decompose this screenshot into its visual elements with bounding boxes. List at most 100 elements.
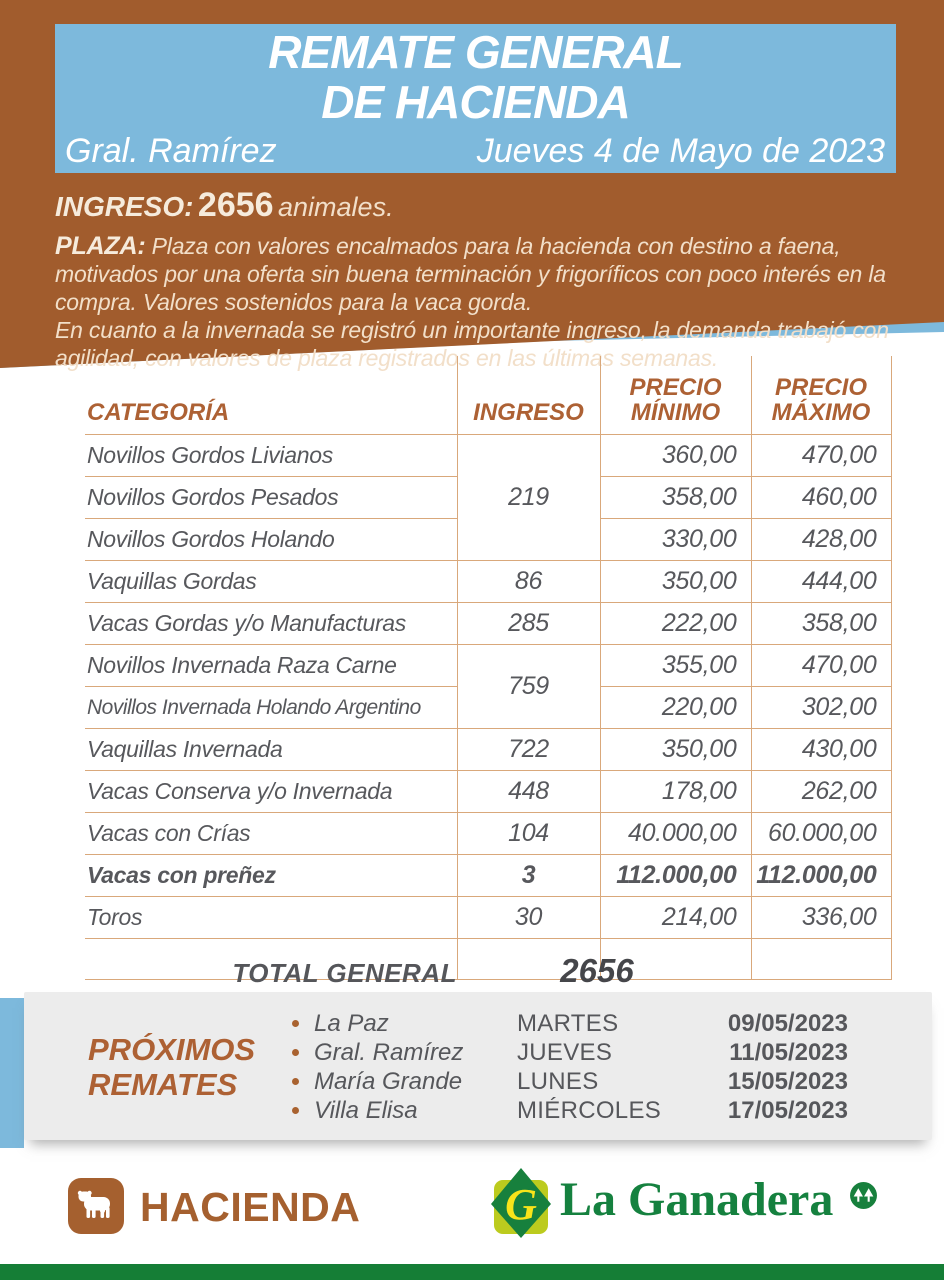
- trademark-trees-icon: [849, 1181, 878, 1215]
- table-row-empty: [85, 938, 892, 980]
- cell-categoria: Novillos Gordos Holando: [85, 518, 457, 561]
- cell-ingreso: 285: [456, 602, 600, 645]
- table-row: Vaquillas Gordas 86 350,00 444,00: [85, 560, 892, 603]
- event-date: Jueves 4 de Mayo de 2023: [476, 132, 885, 170]
- plaza-label: PLAZA:: [55, 232, 146, 260]
- proximos-list: La Paz MARTES 09/05/2023 Gral. Ramírez J…: [292, 1009, 848, 1125]
- table-row: Vacas Gordas y/o Manufacturas 285 222,00…: [85, 602, 892, 645]
- remate-place: María Grande: [314, 1067, 463, 1095]
- cell-precio-min: 358,00: [599, 476, 751, 519]
- proximos-title-line-2: REMATES: [88, 1067, 238, 1102]
- cell-precio-min: 220,00: [599, 686, 751, 729]
- bullet-icon: [292, 1049, 299, 1056]
- cell-ingreso: 86: [456, 560, 600, 603]
- logo-letter-g: G: [505, 1180, 537, 1229]
- table-row: Vaquillas Invernada 722 350,00 430,00: [85, 728, 892, 771]
- col-header-ingreso: INGRESO: [456, 356, 600, 435]
- col-header-categoria: CATEGORÍA: [85, 356, 457, 435]
- col-header-precio-minimo: PRECIO MÍNIMO: [599, 356, 751, 435]
- cell-precio-max: 470,00: [750, 644, 892, 687]
- list-item: La Paz MARTES 09/05/2023: [292, 1009, 848, 1038]
- cell-precio-max: 460,00: [750, 476, 892, 519]
- ingreso-line: INGRESO: 2656 animales.: [55, 186, 933, 225]
- cell-categoria: Novillos Gordos Livianos: [85, 434, 457, 477]
- bottom-green-bar: [0, 1264, 944, 1280]
- title-line-1: REMATE GENERAL: [268, 26, 684, 78]
- la-ganadera-logo-icon: G: [488, 1166, 554, 1245]
- cell-precio-max: 444,00: [750, 560, 892, 603]
- remate-day: JUEVES: [517, 1038, 613, 1066]
- table-row: Toros 30 214,00 336,00: [85, 896, 892, 939]
- list-item: Gral. Ramírez JUEVES 11/05/2023: [292, 1038, 848, 1067]
- table-row: Novillos Gordos Pesados 358,00 460,00: [85, 476, 892, 519]
- cell-precio-max: 430,00: [750, 728, 892, 771]
- cell-precio-min: 355,00: [599, 644, 751, 687]
- intro-section: INGRESO: 2656 animales. PLAZA: Plaza con…: [55, 186, 933, 372]
- cell-ingreso: 722: [456, 728, 600, 771]
- table-row: Vacas Conserva y/o Invernada 448 178,00 …: [85, 770, 892, 813]
- cell-ingreso: 104: [456, 812, 600, 855]
- remate-date: 17/05/2023: [727, 1096, 848, 1124]
- ingreso-total: 2656: [197, 186, 274, 224]
- table-row: Novillos Gordos Livianos 219 360,00 470,…: [85, 434, 892, 561]
- cell-empty: [85, 938, 457, 980]
- cell-precio-max: 302,00: [750, 686, 892, 729]
- ingreso-label: INGRESO:: [55, 191, 194, 222]
- cell-precio-max: 60.000,00: [750, 812, 892, 855]
- list-item: Villa Elisa MIÉRCOLES 17/05/2023: [292, 1096, 848, 1125]
- cell-categoria: Vacas Conserva y/o Invernada: [85, 770, 457, 813]
- remate-day: MARTES: [517, 1009, 619, 1037]
- table-row: Vacas con Crías 104 40.000,00 60.000,00: [85, 812, 892, 855]
- remate-date: 15/05/2023: [727, 1067, 848, 1095]
- bullet-icon: [292, 1078, 299, 1085]
- cell-ingreso: 3: [456, 854, 600, 897]
- proximos-blue-stripe: [0, 998, 24, 1148]
- cell-precio-max: 336,00: [750, 896, 892, 939]
- cell-precio-min: 112.000,00: [599, 854, 751, 897]
- header-banner: REMATE GENERAL DE HACIENDA Gral. Ramírez…: [55, 24, 896, 173]
- page-title: REMATE GENERAL DE HACIENDA: [55, 24, 896, 127]
- table-row: Novillos Gordos Holando 330,00 428,00: [85, 518, 892, 561]
- cell-categoria: Vaquillas Invernada: [85, 728, 457, 771]
- hacienda-wordmark: HACIENDA: [140, 1184, 361, 1230]
- cell-ingreso-merged: 759: [456, 644, 600, 729]
- prices-table: CATEGORÍA INGRESO PRECIO MÍNIMO PRECIO M…: [85, 356, 892, 980]
- title-line-2: DE HACIENDA: [321, 76, 630, 128]
- cell-empty: [599, 938, 751, 980]
- cell-categoria: Vaquillas Gordas: [85, 560, 457, 603]
- cell-precio-min: 360,00: [599, 434, 751, 477]
- total-label: TOTAL GENERAL: [232, 958, 457, 988]
- cell-categoria: Toros: [85, 896, 457, 939]
- cell-ingreso: 30: [456, 896, 600, 939]
- cell-empty: [456, 938, 600, 980]
- table-row: Novillos Invernada Holando Argentino 220…: [85, 686, 892, 729]
- cell-precio-min: 178,00: [599, 770, 751, 813]
- remate-day: LUNES: [517, 1067, 599, 1095]
- cell-precio-min: 214,00: [599, 896, 751, 939]
- cell-precio-min: 350,00: [599, 728, 751, 771]
- remate-date: 09/05/2023: [727, 1009, 848, 1037]
- cell-categoria: Novillos Invernada Raza Carne: [85, 644, 457, 687]
- proximos-title: PRÓXIMOS REMATES: [88, 1032, 255, 1102]
- cell-precio-min: 222,00: [599, 602, 751, 645]
- cell-precio-max: 262,00: [750, 770, 892, 813]
- cell-categoria: Novillos Invernada Holando Argentino: [85, 686, 457, 729]
- cell-categoria: Vacas con Crías: [85, 812, 457, 855]
- cell-precio-max: 358,00: [750, 602, 892, 645]
- cell-precio-min: 350,00: [599, 560, 751, 603]
- la-ganadera-wordmark: La Ganadera: [560, 1173, 834, 1226]
- location-label: Gral. Ramírez: [65, 132, 277, 170]
- cow-icon: [76, 1186, 116, 1227]
- table-row: Novillos Invernada Raza Carne 759 355,00…: [85, 644, 892, 729]
- remate-date: 11/05/2023: [729, 1038, 848, 1066]
- bullet-icon: [292, 1020, 299, 1027]
- cell-categoria: Vacas con preñez: [85, 854, 457, 897]
- cell-precio-max: 470,00: [750, 434, 892, 477]
- remate-place: Gral. Ramírez: [314, 1038, 464, 1066]
- ingreso-suffix: animales.: [278, 192, 394, 222]
- list-item: María Grande LUNES 15/05/2023: [292, 1067, 848, 1096]
- table-header-row: CATEGORÍA INGRESO PRECIO MÍNIMO PRECIO M…: [85, 356, 892, 435]
- plaza-paragraph: PLAZA: Plaza con valores encalmados para…: [55, 232, 933, 316]
- cell-precio-min: 330,00: [599, 518, 751, 561]
